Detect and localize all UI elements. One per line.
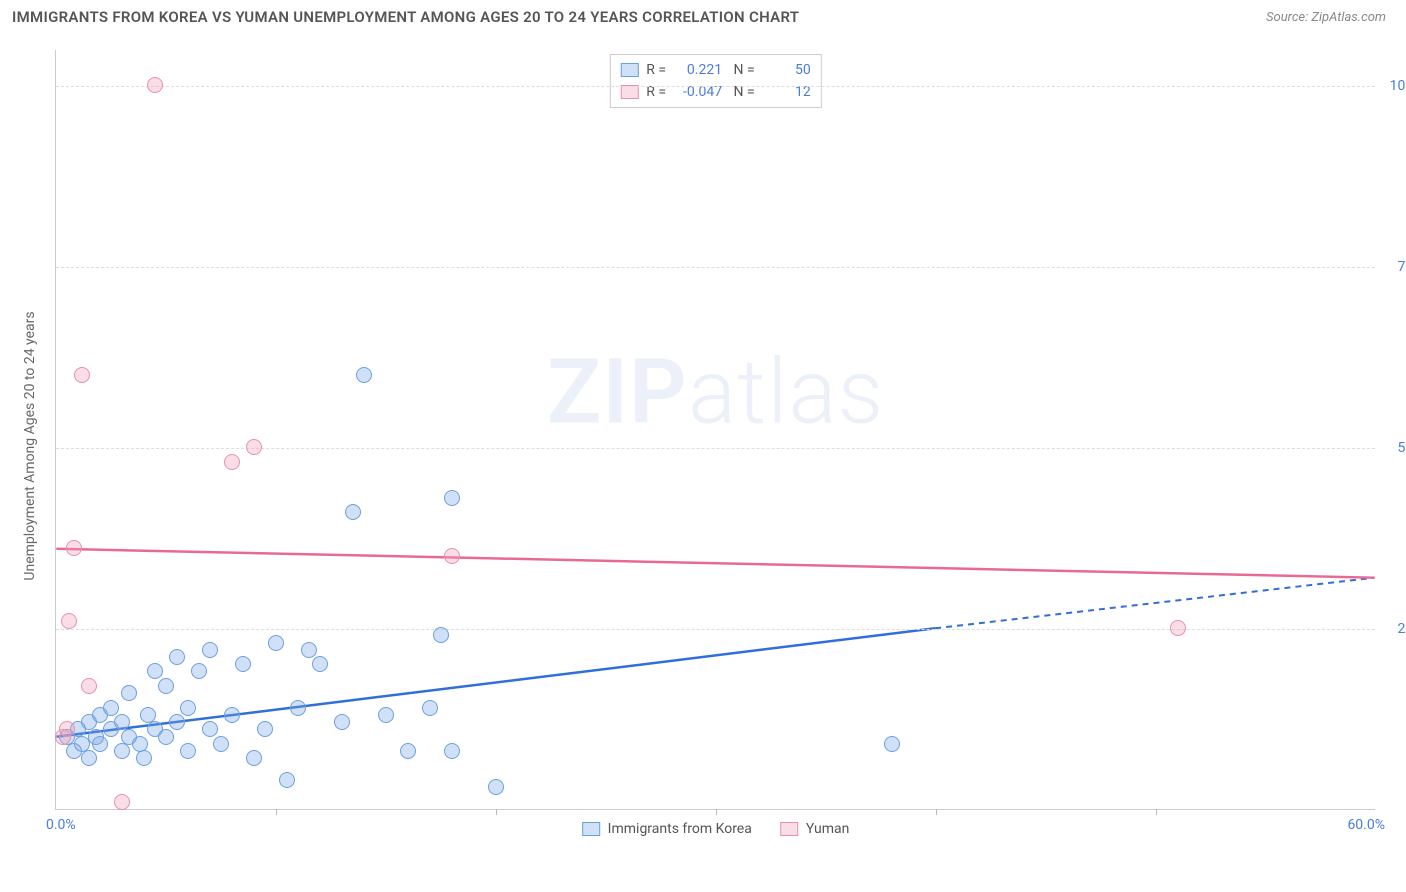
legend-item: Yuman <box>780 821 849 837</box>
data-point <box>191 663 207 679</box>
data-point <box>224 454 240 470</box>
x-tick <box>1156 809 1157 815</box>
y-axis-label: Unemployment Among Ages 20 to 24 years <box>22 311 38 580</box>
correlation-legend: R = 0.221 N = 50 R = -0.047 N = 12 <box>609 54 821 108</box>
trend-line <box>56 628 935 736</box>
data-point <box>92 736 108 752</box>
data-point <box>158 678 174 694</box>
legend-series-name: Immigrants from Korea <box>608 821 752 837</box>
data-point <box>81 750 97 766</box>
watermark: ZIPatlas <box>547 339 884 444</box>
legend-swatch <box>620 63 638 77</box>
x-tick <box>496 809 497 815</box>
chart-title: IMMIGRANTS FROM KOREA VS YUMAN UNEMPLOYM… <box>12 8 799 26</box>
data-point <box>433 627 449 643</box>
data-point <box>213 736 229 752</box>
data-point <box>61 613 77 629</box>
data-point <box>158 729 174 745</box>
data-point <box>279 772 295 788</box>
legend-swatch <box>780 822 798 836</box>
data-point <box>114 794 130 810</box>
x-origin-label: 0.0% <box>46 817 76 833</box>
data-point <box>147 77 163 93</box>
data-point <box>235 656 251 672</box>
y-tick-label: 50.0% <box>1397 440 1406 456</box>
legend-n-value: 50 <box>763 59 811 81</box>
data-point <box>180 743 196 759</box>
y-tick-label: 75.0% <box>1397 259 1406 275</box>
legend-swatch <box>582 822 600 836</box>
data-point <box>121 685 137 701</box>
legend-r-value: -0.047 <box>674 81 722 103</box>
x-max-label: 60.0% <box>1347 817 1385 833</box>
data-point <box>268 635 284 651</box>
data-point <box>246 750 262 766</box>
gridline-h <box>56 267 1375 268</box>
data-point <box>59 721 75 737</box>
data-point <box>884 736 900 752</box>
data-point <box>74 367 90 383</box>
legend-n-label: N = <box>730 81 755 103</box>
data-point <box>202 721 218 737</box>
trend-line-ext <box>935 578 1374 629</box>
legend-item: Immigrants from Korea <box>582 821 752 837</box>
x-tick <box>936 809 937 815</box>
data-point <box>169 714 185 730</box>
x-tick <box>276 809 277 815</box>
data-point <box>257 721 273 737</box>
data-point <box>180 700 196 716</box>
legend-series-name: Yuman <box>806 821 849 837</box>
legend-r-label: R = <box>646 81 666 103</box>
gridline-h <box>56 86 1375 87</box>
y-tick-label: 100.0% <box>1390 78 1406 94</box>
data-point <box>444 490 460 506</box>
legend-r-label: R = <box>646 59 666 81</box>
data-point <box>66 540 82 556</box>
data-point <box>1170 620 1186 636</box>
data-point <box>301 642 317 658</box>
data-point <box>400 743 416 759</box>
legend-r-value: 0.221 <box>674 59 722 81</box>
chart-plot-area: ZIPatlas R =0.221 N =50R =-0.047 N =12 I… <box>55 50 1375 810</box>
data-point <box>114 743 130 759</box>
series-legend: Immigrants from Korea Yuman <box>582 821 850 837</box>
data-point <box>356 367 372 383</box>
trend-lines <box>56 50 1375 809</box>
data-point <box>444 743 460 759</box>
data-point <box>290 700 306 716</box>
x-tick <box>716 809 717 815</box>
legend-row: R = -0.047 N = 12 <box>620 81 810 103</box>
data-point <box>202 642 218 658</box>
data-point <box>246 439 262 455</box>
data-point <box>136 750 152 766</box>
data-point <box>378 707 394 723</box>
data-point <box>488 779 504 795</box>
data-point <box>81 678 97 694</box>
data-point <box>312 656 328 672</box>
data-point <box>103 700 119 716</box>
legend-n-label: N = <box>730 59 755 81</box>
source-label: Source: ZipAtlas.com <box>1266 10 1386 25</box>
data-point <box>147 663 163 679</box>
y-tick-label: 25.0% <box>1397 621 1406 637</box>
legend-n-value: 12 <box>763 81 811 103</box>
data-point <box>224 707 240 723</box>
data-point <box>334 714 350 730</box>
data-point <box>444 548 460 564</box>
data-point <box>169 649 185 665</box>
trend-line <box>56 549 1374 578</box>
data-point <box>422 700 438 716</box>
data-point <box>345 504 361 520</box>
legend-row: R = 0.221 N = 50 <box>620 59 810 81</box>
